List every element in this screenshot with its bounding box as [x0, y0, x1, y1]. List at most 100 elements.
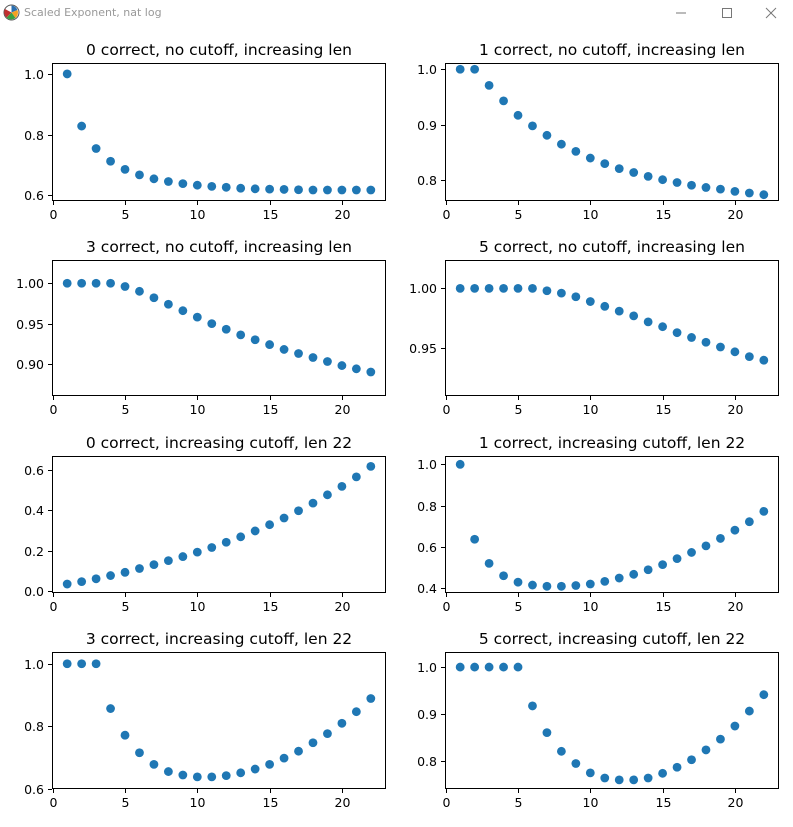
data-point [149, 560, 159, 570]
data-point [279, 753, 289, 763]
data-point [77, 278, 87, 288]
data-point [470, 662, 480, 672]
data-point [106, 704, 115, 713]
data-point [513, 110, 523, 120]
data-point [643, 171, 653, 181]
minimize-button[interactable] [658, 0, 704, 26]
data-point [250, 184, 260, 194]
x-tick-label: 20 [335, 599, 351, 614]
x-tick-label: 10 [190, 795, 206, 810]
subplot-title: 5 correct, increasing cutoff, len 22 [479, 630, 745, 648]
data-point [192, 180, 202, 190]
data-point [120, 567, 130, 577]
data-point [513, 662, 523, 672]
x-tick-label: 10 [583, 795, 599, 810]
subplot-3: 3 correct, no cutoff, increasing len 0 5 10… [16, 238, 386, 417]
axes-frame [445, 652, 779, 789]
data-point [106, 156, 115, 166]
close-icon [765, 7, 777, 19]
data-point [135, 286, 144, 296]
data-point [91, 278, 101, 288]
data-point [716, 342, 725, 352]
data-point [744, 517, 754, 527]
maximize-button[interactable] [704, 0, 750, 26]
data-point [528, 283, 537, 293]
data-point [658, 560, 668, 570]
x-tick-label: 5 [515, 599, 523, 614]
data-point [701, 183, 711, 192]
data-point [499, 662, 508, 672]
y-tick-label: 0.6 [24, 463, 44, 478]
data-point [366, 461, 376, 471]
data-point [149, 174, 159, 184]
data-point [120, 282, 130, 291]
data-point [77, 659, 87, 669]
y-tick-label: 0.9 [417, 707, 437, 722]
data-point [730, 525, 740, 535]
data-point [701, 337, 711, 347]
data-point [351, 185, 361, 195]
x-tick-label: 5 [515, 207, 523, 222]
data-point [600, 159, 610, 169]
data-point [250, 764, 260, 774]
data-point [91, 574, 101, 584]
subplot-title: 0 correct, no cutoff, increasing len [86, 41, 352, 59]
data-point [658, 175, 668, 185]
data-point [730, 347, 740, 357]
axes-frame [445, 63, 779, 201]
minimize-icon [676, 12, 686, 14]
data-point [308, 353, 318, 362]
y-tick-label: 0.8 [24, 128, 44, 143]
data-point [221, 537, 231, 547]
data-point [279, 345, 289, 354]
data-point [135, 170, 144, 180]
x-tick-label: 15 [263, 795, 279, 810]
data-point [585, 579, 595, 589]
data-point [192, 772, 202, 782]
axes-frame [52, 456, 386, 593]
x-tick-label: 15 [656, 207, 672, 222]
data-point [455, 283, 465, 293]
data-point [221, 324, 231, 334]
matplotlib-icon [3, 4, 20, 21]
data-point [323, 729, 332, 739]
subplot-6: 1 correct, increasing cutoff, len 22 0 5 10… [417, 434, 779, 614]
data-point [556, 746, 566, 756]
axes-frame [52, 652, 386, 789]
x-tick-label: 10 [190, 599, 206, 614]
data-point [207, 319, 217, 329]
data-point [716, 184, 725, 194]
subplot-1: 0 correct, no cutoff, increasing len 0 5 10… [24, 41, 386, 222]
x-tick-label: 10 [190, 402, 206, 417]
data-point [716, 734, 725, 744]
x-tick-label: 0 [50, 599, 58, 614]
data-point [351, 707, 361, 717]
data-point [499, 283, 508, 293]
data-point [120, 730, 130, 740]
data-point [528, 580, 537, 590]
data-point [687, 755, 696, 765]
y-tick-label: 0.8 [417, 754, 437, 769]
data-point [323, 490, 332, 500]
data-point [556, 139, 566, 149]
x-tick-label: 15 [263, 207, 279, 222]
data-point [91, 659, 101, 669]
data-point [178, 552, 188, 561]
axes-frame [52, 260, 386, 396]
data-point [308, 185, 318, 195]
data-point [337, 185, 347, 195]
data-point [221, 771, 231, 781]
y-tick-label: 0.6 [24, 188, 44, 203]
data-point [614, 573, 624, 583]
x-tick-label: 20 [728, 795, 744, 810]
x-tick-label: 20 [728, 402, 744, 417]
x-tick-label: 20 [335, 795, 351, 810]
data-point [744, 188, 754, 198]
close-button[interactable] [748, 0, 793, 26]
data-point [542, 581, 552, 591]
data-point [149, 759, 159, 769]
data-point [716, 534, 725, 543]
maximize-icon [722, 8, 732, 18]
data-point [279, 185, 289, 194]
axes-frame [52, 63, 386, 201]
